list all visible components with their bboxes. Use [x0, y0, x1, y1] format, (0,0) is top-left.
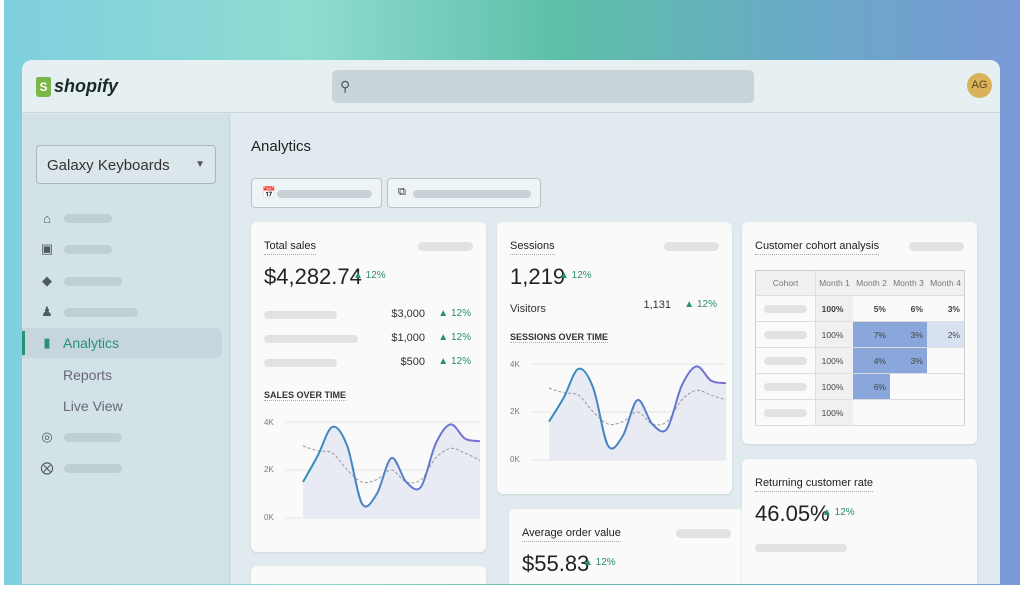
returning-rate-card: Returning customer rate 46.05% ▲ 12%	[742, 459, 977, 584]
sidebar-item-orders[interactable]: ▣	[22, 234, 230, 264]
sidebar-item-products[interactable]: ◆	[22, 266, 230, 296]
previous-period-line	[302, 445, 480, 484]
cohort-cell	[853, 399, 890, 426]
search-input[interactable]: ⚲	[332, 70, 754, 103]
cohort-cell	[926, 347, 965, 374]
cohort-cell	[889, 373, 927, 400]
sidebar-item-analytics[interactable]: ▮ Analytics	[22, 328, 222, 358]
sales-row: $3,000 ▲ 12%	[264, 308, 473, 322]
home-icon: ⌂	[43, 210, 51, 226]
target-icon: ◎	[41, 429, 53, 444]
cohort-cell: 3%	[889, 321, 927, 348]
date-range-button[interactable]: 📅	[251, 178, 382, 208]
total-sales-card: Total sales $4,282.74 ▲ 12% $3,000 ▲ 12% …	[251, 222, 486, 552]
cohort-row: 100%	[755, 399, 965, 426]
aov-card: Average order value $55.83 ▲ 12%	[509, 509, 744, 584]
sidebar-item-discounts[interactable]: ⨂	[22, 453, 230, 483]
cohort-header: Cohort	[755, 270, 816, 296]
cohort-cell: 4%	[853, 347, 890, 374]
cohort-header: Month 2	[853, 270, 890, 296]
cohort-row: 100% 5% 6% 3%	[755, 295, 965, 322]
cohort-table: Cohort Month 1 Month 2 Month 3 Month 4 100% 5%…	[755, 270, 965, 426]
cohort-row: 100% 6%	[755, 373, 965, 400]
sidebar-item-live-view[interactable]: Live View	[63, 398, 123, 414]
cohort-cell	[926, 373, 965, 400]
inbox-icon: ▣	[40, 241, 54, 256]
sidebar-item-marketing[interactable]: ◎	[22, 422, 230, 452]
sidebar-item-reports[interactable]: Reports	[63, 367, 113, 383]
cohort-cell: 6%	[853, 373, 890, 400]
compare-icon: ⧉	[398, 186, 406, 198]
previous-period-line	[548, 387, 726, 426]
sales-row: $1,000 ▲ 12%	[264, 332, 473, 346]
sessions-card: Sessions 1,219 ▲ 12% Visitors 1,131 ▲ 12% …	[497, 222, 732, 494]
cohort-header: Month 3	[889, 270, 927, 296]
sidebar: Galaxy Keyboards ▼ ⌂ ▣ ◆ ♟ ▮ Analytics Rep…	[22, 114, 230, 584]
cohort-cell: 100%	[815, 399, 854, 426]
page-title: Analytics	[251, 138, 312, 155]
area-fill	[549, 366, 726, 460]
compare-button[interactable]: ⧉	[387, 178, 541, 208]
current-period-line	[548, 365, 726, 450]
cohort-cell: 100%	[815, 347, 854, 374]
sidebar-item-home[interactable]: ⌂	[22, 203, 230, 233]
sales-chart	[285, 421, 480, 519]
chevron-down-icon: ▼	[195, 159, 205, 170]
cohort-cell	[926, 399, 965, 426]
person-icon: ♟	[41, 304, 53, 319]
calendar-icon: 📅	[262, 187, 276, 199]
shopify-bag-icon: S	[36, 76, 51, 97]
cohort-header: Month 1	[815, 270, 854, 296]
main-content: Analytics 📅 ⧉ Total sales $4,282.74 ▲ 12…	[231, 114, 1000, 584]
cohort-row: 100% 4% 3%	[755, 347, 965, 374]
cohort-cell: 3%	[889, 347, 927, 374]
cohort-row: 100% 7% 3% 2%	[755, 321, 965, 348]
cohort-cell: 100%	[815, 373, 854, 400]
sidebar-item-customers[interactable]: ♟	[22, 297, 230, 327]
current-period-line	[302, 423, 480, 508]
sessions-chart	[531, 363, 726, 461]
tag-icon: ◆	[42, 273, 52, 288]
cohort-card: Customer cohort analysis Cohort Month 1 Mo…	[742, 222, 977, 444]
discount-icon: ⨂	[40, 460, 54, 475]
cohort-cell: 5%	[853, 295, 890, 322]
cohort-cell: 6%	[889, 295, 927, 322]
search-icon: ⚲	[340, 78, 351, 94]
sales-row: $500 ▲ 12%	[264, 356, 473, 370]
store-selector[interactable]: Galaxy Keyboards ▼	[36, 145, 216, 184]
cohort-cell: 100%	[815, 321, 854, 348]
card-partial	[251, 566, 486, 584]
chart-bar-icon: ▮	[43, 335, 51, 350]
cohort-cell: 2%	[926, 321, 965, 348]
avatar[interactable]: AG	[967, 73, 992, 98]
cohort-cell	[889, 399, 927, 426]
cohort-cell: 3%	[926, 295, 965, 322]
cohort-cell: 7%	[853, 321, 890, 348]
cohort-cell: 100%	[815, 295, 854, 322]
cohort-header: Month 4	[926, 270, 965, 296]
area-fill	[303, 424, 480, 518]
